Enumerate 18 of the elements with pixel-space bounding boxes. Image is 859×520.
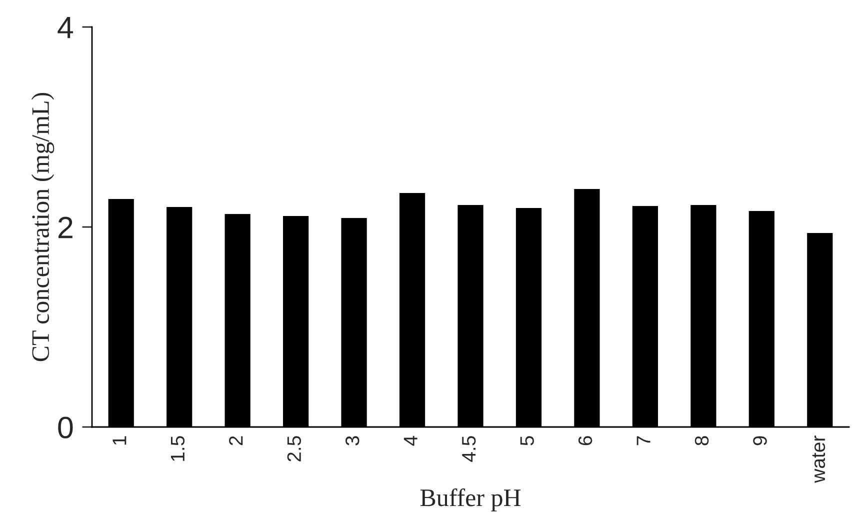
y-tick-label: 0 <box>58 416 73 438</box>
x-tick-label: 9 <box>753 436 767 446</box>
x-tick-label: 8 <box>694 436 709 446</box>
x-tick-label: 3 <box>345 436 360 446</box>
x-tick-label: 5 <box>520 436 534 446</box>
x-tick-label: 1 <box>112 436 126 445</box>
x-tick-label: 4.5 <box>462 436 476 462</box>
x-tick-label: 1.5 <box>170 436 185 461</box>
x-tick-label: water <box>812 436 826 483</box>
x-tick-label: 2 <box>229 436 243 446</box>
x-tick-label: 6 <box>578 436 592 446</box>
y-axis-title: CT concentration (mg/mL) <box>31 92 54 362</box>
x-tick-label: 2.5 <box>287 436 302 462</box>
x-tick-label: 7 <box>636 436 650 446</box>
x-axis-title: Buffer pH <box>420 488 521 512</box>
x-tick-label: 4 <box>404 436 418 446</box>
y-tick-label: 2 <box>58 216 72 238</box>
y-tick-label: 4 <box>58 17 74 38</box>
